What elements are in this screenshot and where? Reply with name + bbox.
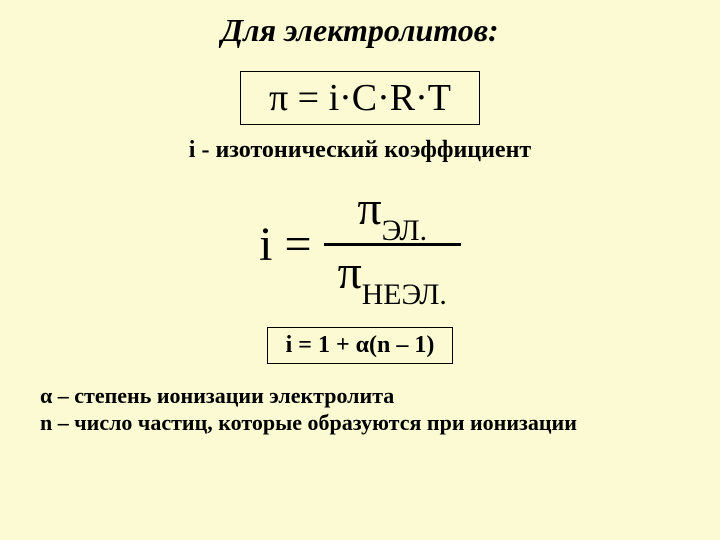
note-alpha: α – степень ионизации электролита [40,382,690,410]
den-symbol: π [338,246,362,299]
num-symbol: π [357,182,381,235]
formula-main: π = i·C·R·T [240,71,480,125]
fraction-denominator: πНЕЭЛ. [324,246,461,307]
fraction-body: πЭЛ. πНЕЭЛ. [324,182,461,307]
fraction-lhs: i [259,217,272,272]
formula-main-wrap: π = i·C·R·T [0,71,720,125]
fraction-eq: = [284,217,311,272]
formula-secondary-wrap: i = 1 + α(n – 1) [0,327,720,364]
num-subscript: ЭЛ. [382,214,427,247]
formula-fraction: i = πЭЛ. πНЕЭЛ. [0,182,720,307]
slide-title: Для электролитов: [0,0,720,49]
den-subscript: НЕЭЛ. [362,278,447,311]
caption-isotonic: i - изотонический коэффициент [0,137,720,164]
slide: Для электролитов: π = i·C·R·T i - изотон… [0,0,720,540]
notes: α – степень ионизации электролита n – чи… [40,382,690,437]
fraction-numerator: πЭЛ. [343,182,441,243]
note-n: n – число частиц, которые образуются при… [40,409,690,437]
formula-secondary: i = 1 + α(n – 1) [267,327,454,364]
